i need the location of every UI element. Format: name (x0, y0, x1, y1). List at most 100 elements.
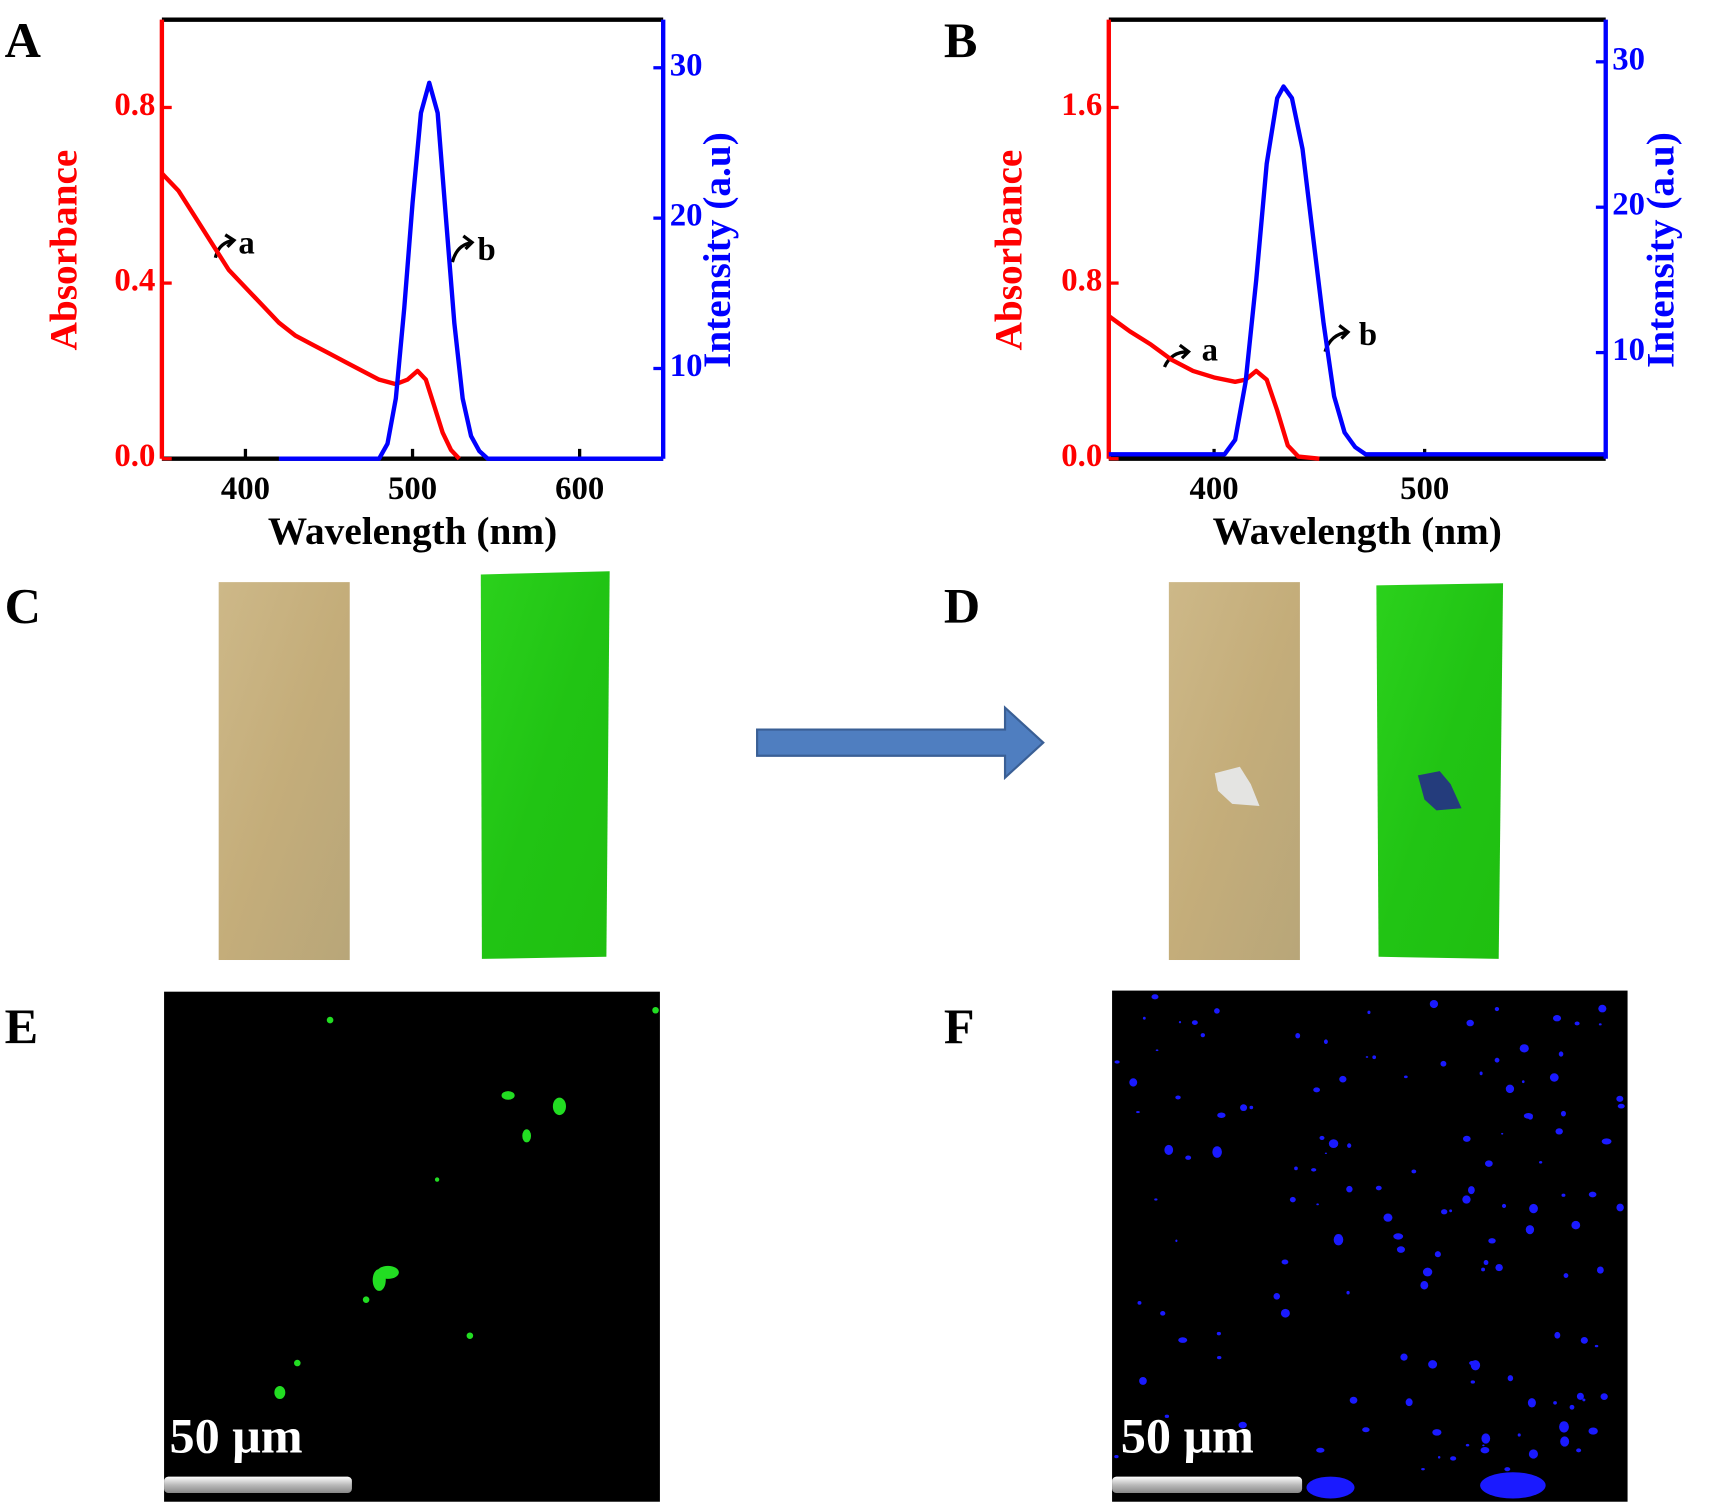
speck (1175, 1095, 1181, 1100)
speck (1295, 1032, 1301, 1039)
speck (1559, 1421, 1569, 1433)
speck (1563, 1273, 1569, 1278)
speck (1462, 1135, 1471, 1142)
specks (1114, 994, 1625, 1499)
speck (552, 1097, 566, 1116)
micrograph (164, 991, 660, 1502)
speck (1494, 1006, 1500, 1012)
speck (1316, 1447, 1325, 1453)
speck (362, 1296, 370, 1303)
speck (1217, 1112, 1226, 1118)
micrograph (1112, 990, 1628, 1502)
speck (1294, 1166, 1298, 1171)
speck (1281, 1259, 1289, 1265)
speck (466, 1332, 474, 1339)
speck (1494, 1057, 1500, 1063)
speck (1481, 1267, 1486, 1272)
speck (1495, 1263, 1503, 1272)
speck (1617, 1103, 1625, 1109)
speck (1582, 1398, 1586, 1402)
speck (1580, 1337, 1588, 1344)
speck (1136, 1110, 1140, 1114)
y2-axis-label: Intensity (a.u) (1638, 132, 1682, 368)
speck (1552, 1015, 1562, 1022)
speck (1480, 1447, 1490, 1454)
speck (1434, 1251, 1441, 1258)
y2-tick-label: 30 (1612, 41, 1645, 77)
speck (1529, 1203, 1538, 1214)
series-line (1108, 84, 1606, 457)
y2-tick-label: 10 (1612, 332, 1645, 368)
speck (1154, 1198, 1158, 1201)
speck (1428, 1360, 1438, 1369)
speck (1521, 1080, 1525, 1084)
speck (1142, 1016, 1146, 1020)
speck (1421, 1467, 1425, 1471)
speck (1600, 1393, 1608, 1401)
speck (1450, 1456, 1457, 1461)
speck (1554, 1331, 1561, 1339)
speck (1517, 1433, 1521, 1437)
speck (1558, 1051, 1564, 1057)
speck (1347, 1143, 1352, 1148)
speck (1383, 1213, 1393, 1222)
speck (1422, 1267, 1433, 1277)
spot (1214, 766, 1260, 807)
speck (1483, 1260, 1489, 1266)
speck (1404, 1075, 1408, 1079)
speck (1137, 1300, 1142, 1305)
speck (1538, 1160, 1543, 1164)
speck (1346, 1185, 1353, 1193)
series-line (278, 80, 664, 461)
panel-label: A (5, 12, 41, 68)
speck (434, 1177, 440, 1182)
specks (274, 1006, 659, 1400)
curve-label: b (478, 232, 496, 268)
paper-strip (218, 582, 350, 961)
y-tick-label: 0.0 (1061, 438, 1102, 474)
x-tick-label: 400 (1190, 471, 1239, 507)
speck (1519, 1044, 1529, 1053)
speck (1505, 1084, 1515, 1094)
y-axis-label: Absorbance (986, 150, 1030, 351)
speck (1164, 1144, 1174, 1155)
speck (522, 1129, 532, 1143)
series-line (160, 171, 461, 461)
speck (1571, 1220, 1581, 1230)
speck (501, 1091, 515, 1100)
speck (1596, 1266, 1604, 1274)
scale-label: 50 μm (1121, 1408, 1254, 1464)
speck (1346, 1290, 1350, 1295)
speck (1468, 1186, 1475, 1195)
speck (1139, 1376, 1147, 1385)
series-line (1107, 314, 1320, 461)
speck (1588, 1427, 1598, 1435)
speck (1588, 1191, 1597, 1198)
speck (1306, 1476, 1355, 1499)
speck (1367, 1010, 1371, 1015)
speck (1178, 1020, 1182, 1024)
speck (1280, 1308, 1290, 1318)
speck (1411, 1169, 1417, 1174)
speck (1441, 1209, 1448, 1215)
curve-label: a (1202, 332, 1218, 368)
speck (1349, 1396, 1358, 1404)
speck (1504, 1467, 1511, 1472)
speck (1485, 1160, 1493, 1167)
x-tick-label: 500 (388, 471, 437, 507)
panel-label: C (5, 578, 41, 634)
speck (1323, 1039, 1328, 1044)
speck (1501, 1132, 1504, 1135)
x-tick-label: 400 (221, 471, 270, 507)
speck (1501, 1203, 1507, 1209)
y-tick-label: 0.8 (1061, 263, 1102, 299)
speck (1214, 1008, 1220, 1014)
speck (274, 1385, 286, 1400)
y2-axis-label: Intensity (a.u) (695, 132, 739, 368)
speck (1249, 1105, 1254, 1110)
speck (1462, 1195, 1471, 1204)
speck (1429, 999, 1439, 1009)
speck (1393, 1233, 1404, 1240)
panel-label: E (5, 998, 38, 1054)
